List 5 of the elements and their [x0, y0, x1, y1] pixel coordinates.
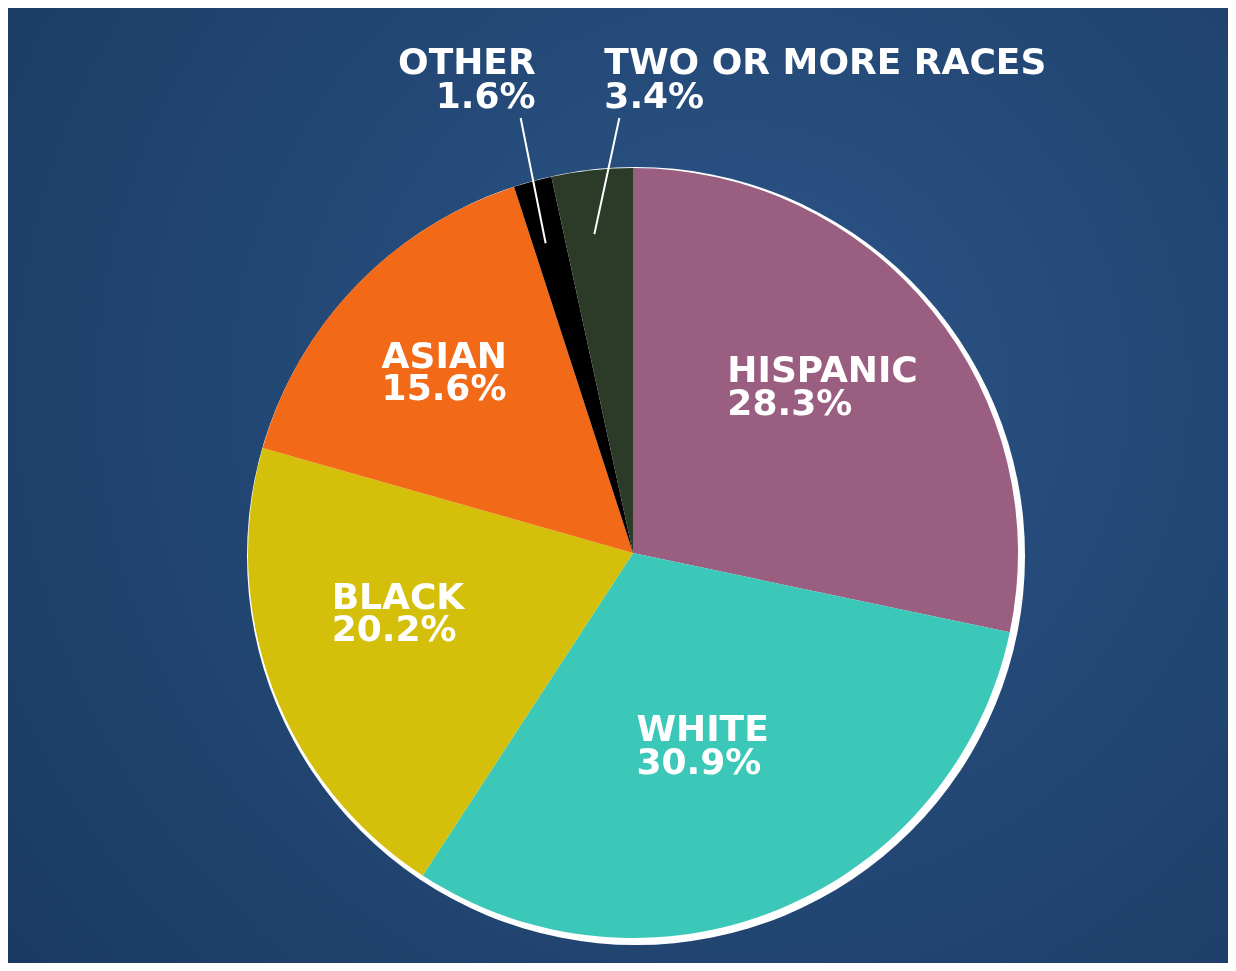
pie-slice [551, 168, 633, 553]
data-label: 30.9% [636, 740, 762, 782]
pie-slice [633, 168, 1018, 633]
pie-slice [248, 447, 633, 876]
pie-slice [262, 186, 633, 553]
